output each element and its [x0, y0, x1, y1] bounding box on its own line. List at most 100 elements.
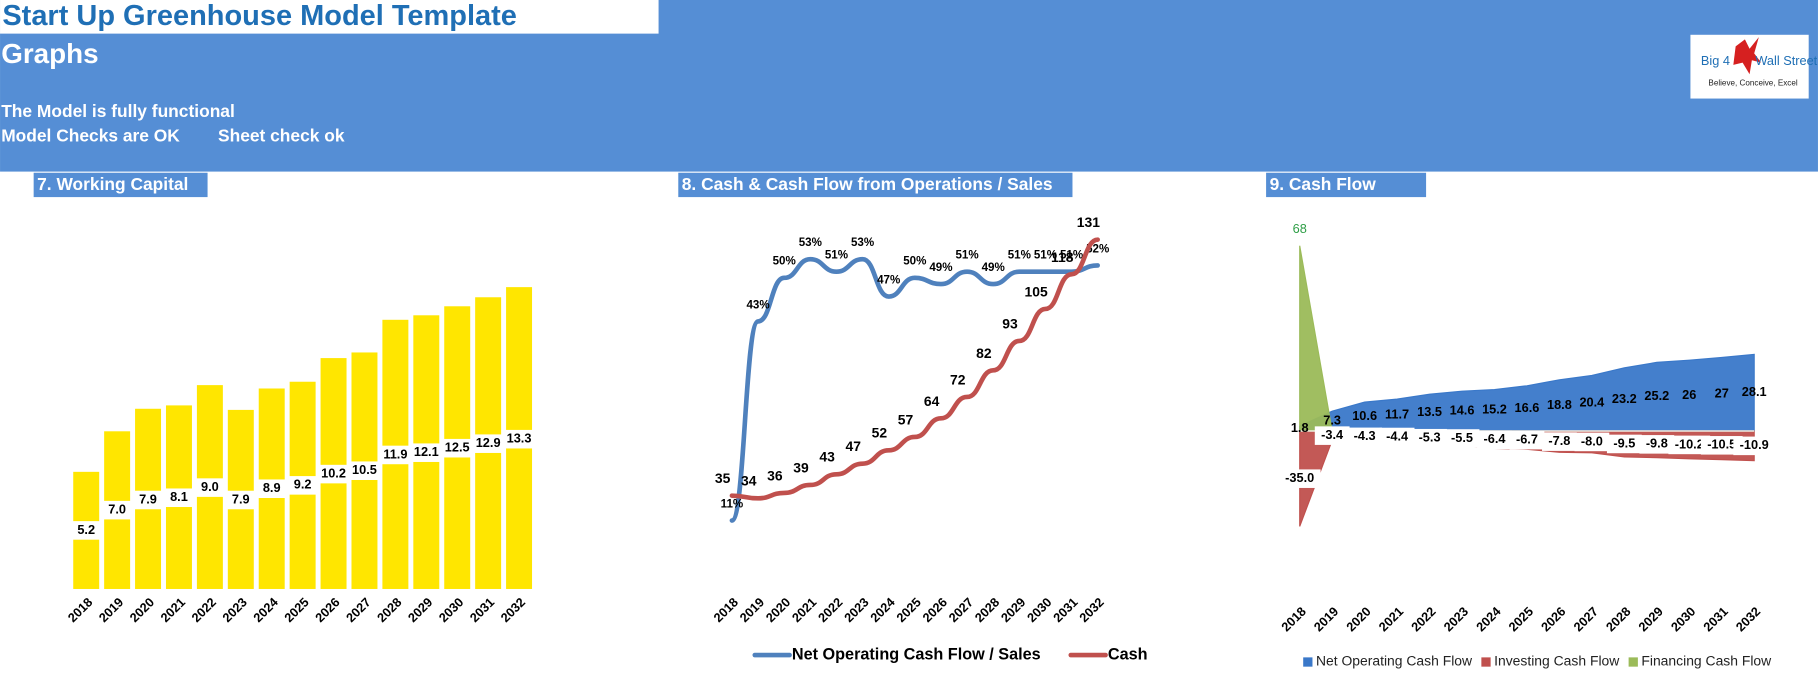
data-label: 131 — [1077, 214, 1100, 230]
data-label: 8.1 — [170, 489, 188, 504]
data-label: 13.5 — [1417, 404, 1442, 419]
bar — [475, 443, 502, 589]
x-tick-label: 2020 — [1343, 604, 1374, 635]
data-label: 13.3 — [507, 431, 532, 446]
x-tick-label: 2025 — [281, 594, 312, 625]
legend-label: Net Operating Cash Flow / Sales — [792, 645, 1041, 663]
bar — [135, 408, 162, 500]
x-tick-label: 2019 — [737, 594, 768, 625]
label-box — [1509, 430, 1545, 450]
status-line: Model Checks are OK — [1, 125, 180, 145]
logo-eagle — [1733, 37, 1762, 75]
data-label: -10.5 — [1707, 437, 1736, 452]
legend-swatch — [1628, 657, 1638, 667]
x-tick-label: 2022 — [815, 594, 846, 625]
data-label: 49% — [929, 262, 952, 274]
x-tick-label: 2021 — [1376, 604, 1407, 635]
x-tick-label: 2025 — [1505, 604, 1536, 635]
label-box — [316, 464, 351, 484]
x-tick-label: 2024 — [1473, 603, 1504, 634]
data-label: -9.5 — [1613, 435, 1635, 450]
data-label: 51% — [825, 249, 848, 261]
data-label: -6.4 — [1484, 431, 1507, 446]
label-box — [1606, 434, 1642, 454]
label-box — [347, 461, 382, 480]
data-label: 53% — [851, 237, 874, 249]
data-label: 50% — [773, 256, 796, 268]
data-label: -4.4 — [1386, 428, 1409, 443]
data-label: 51% — [955, 249, 978, 261]
x-tick-label: 2019 — [1311, 604, 1342, 635]
x-tick-label: 2021 — [157, 594, 188, 625]
x-tick-label: 2022 — [1408, 604, 1439, 635]
x-tick-label: 2023 — [841, 594, 872, 625]
bar — [258, 488, 285, 589]
chart-title: 7. Working Capital — [37, 174, 188, 194]
bar — [351, 470, 378, 589]
bar — [73, 471, 100, 531]
data-label: -10.2 — [1675, 436, 1704, 451]
label-box — [1639, 435, 1675, 454]
data-label: 7.3 — [1323, 412, 1341, 427]
data-label: 68 — [1293, 221, 1307, 236]
data-label: 11.9 — [383, 446, 407, 461]
legend-label: Investing Cash Flow — [1494, 653, 1620, 669]
data-label: 20.4 — [1579, 395, 1605, 410]
data-label: 9.2 — [294, 477, 312, 492]
page-title: Start Up Greenhouse Model Template — [2, 0, 517, 32]
label-box — [1314, 426, 1350, 445]
x-tick-label: 2024 — [250, 594, 281, 625]
data-label: 16.6 — [1515, 400, 1540, 415]
data-label: 49% — [982, 262, 1005, 274]
label-box — [470, 434, 506, 453]
data-label: 5.2 — [77, 522, 95, 537]
data-label: 1.8 — [1291, 420, 1309, 435]
title-box — [0, 0, 659, 34]
x-tick-label: 2018 — [1278, 604, 1309, 635]
data-label: -9.8 — [1646, 436, 1668, 451]
data-label: 12.1 — [414, 444, 439, 459]
data-label: 51% — [1008, 249, 1031, 261]
data-label: 10.5 — [352, 462, 377, 477]
label-box — [134, 490, 162, 510]
label-box — [1379, 427, 1415, 447]
data-label: 8.9 — [263, 480, 281, 495]
bar — [104, 510, 131, 589]
data-label: 18.8 — [1547, 397, 1572, 412]
x-tick-label: 2031 — [1050, 594, 1081, 625]
data-label: 36 — [767, 467, 783, 483]
bar — [135, 499, 162, 589]
data-label: 26 — [1682, 387, 1696, 402]
data-label: 35 — [715, 470, 731, 486]
legend-swatch — [1303, 657, 1313, 667]
data-label: 47 — [846, 438, 862, 454]
data-label: 12.9 — [476, 435, 501, 450]
bar — [506, 439, 533, 589]
bar — [475, 297, 502, 444]
bar — [506, 287, 533, 440]
data-label: 39 — [793, 459, 809, 475]
label-box — [439, 438, 475, 458]
bar — [165, 497, 192, 589]
data-label: 43% — [746, 299, 769, 311]
x-tick-label: 2030 — [1668, 604, 1699, 635]
data-label: 7.0 — [108, 502, 126, 517]
data-label: 82 — [976, 345, 992, 361]
bar — [104, 431, 131, 511]
x-tick-label: 2023 — [219, 594, 250, 625]
data-label: -7.8 — [1548, 433, 1570, 448]
data-label: 14.6 — [1450, 402, 1475, 417]
label-box — [1278, 469, 1321, 488]
bar — [444, 306, 471, 449]
legend-label: Net Operating Cash Flow — [1316, 653, 1473, 669]
legend-swatch — [1481, 657, 1491, 667]
label-box — [195, 478, 224, 497]
data-label: 51% — [1034, 249, 1057, 261]
data-label: 15.2 — [1482, 402, 1507, 417]
data-label: 52 — [872, 425, 888, 441]
x-tick-label: 2023 — [1441, 604, 1472, 635]
x-tick-label: 2031 — [467, 594, 498, 625]
x-tick-label: 2026 — [1538, 604, 1569, 635]
data-label: 51% — [1060, 249, 1083, 261]
